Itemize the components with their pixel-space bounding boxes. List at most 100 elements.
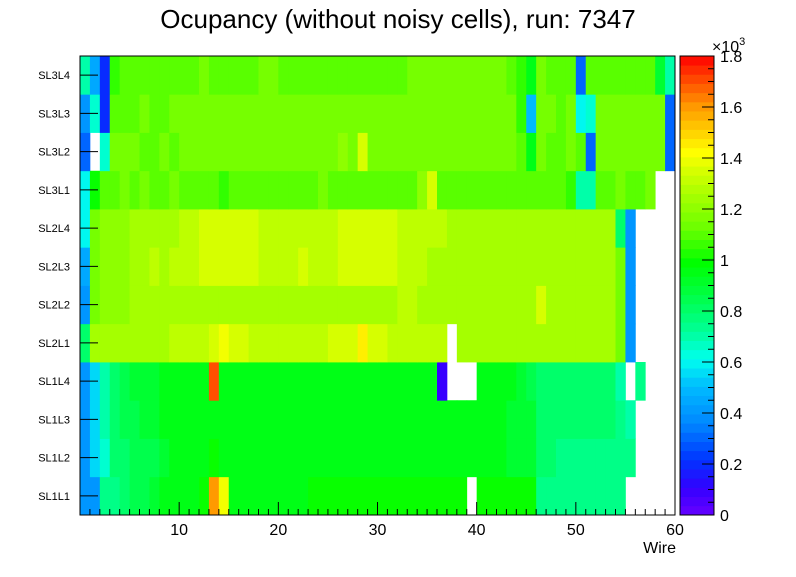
colorbar-band bbox=[680, 239, 714, 250]
heatmap-cell bbox=[516, 209, 527, 248]
heatmap-cell bbox=[565, 170, 577, 210]
heatmap-cell bbox=[427, 362, 438, 401]
heatmap-cell bbox=[99, 323, 111, 363]
heatmap-cell bbox=[516, 476, 527, 516]
heatmap-cell bbox=[446, 170, 458, 210]
heatmap-cell bbox=[496, 323, 507, 363]
heatmap-cell bbox=[169, 132, 180, 172]
heatmap-cell bbox=[357, 56, 368, 95]
heatmap-cell bbox=[536, 94, 547, 133]
heatmap-cell bbox=[179, 170, 190, 210]
heatmap-cell bbox=[347, 56, 359, 95]
heatmap-cell bbox=[199, 285, 210, 325]
heatmap-cell bbox=[536, 400, 547, 439]
heatmap-cell bbox=[119, 94, 130, 133]
heatmap-cell bbox=[179, 362, 190, 401]
heatmap-cell bbox=[456, 209, 468, 248]
heatmap-cell bbox=[516, 247, 527, 286]
heatmap-cell bbox=[199, 56, 210, 95]
heatmap-cell bbox=[258, 94, 269, 133]
heatmap-cell bbox=[466, 94, 478, 133]
heatmap-cell bbox=[605, 132, 616, 172]
heatmap-cell bbox=[367, 400, 378, 439]
y-tick-label: SL2L3 bbox=[38, 261, 70, 273]
heatmap-cell bbox=[565, 247, 577, 286]
heatmap-cell bbox=[476, 400, 487, 439]
heatmap-cell bbox=[407, 170, 418, 210]
heatmap-cell bbox=[169, 323, 180, 363]
heatmap-cell bbox=[179, 209, 190, 248]
heatmap-cell bbox=[288, 323, 299, 363]
heatmap-cell bbox=[258, 323, 269, 363]
heatmap-cell bbox=[119, 132, 130, 172]
x-tick-label: 20 bbox=[269, 522, 287, 539]
heatmap-cell bbox=[228, 362, 240, 401]
heatmap-cell bbox=[546, 362, 557, 401]
heatmap-cell bbox=[585, 476, 597, 516]
heatmap-cell bbox=[466, 132, 478, 172]
heatmap-cell bbox=[605, 209, 616, 248]
heatmap-cell bbox=[526, 323, 537, 363]
heatmap-cell bbox=[377, 476, 388, 516]
heatmap-cell bbox=[298, 209, 309, 248]
colorbar-band bbox=[680, 505, 714, 516]
colorbar-tick-label: 0.2 bbox=[720, 457, 742, 474]
heatmap-cell bbox=[456, 132, 468, 172]
heatmap-cell bbox=[308, 56, 319, 95]
heatmap-cell bbox=[268, 438, 279, 478]
heatmap-cell bbox=[427, 132, 438, 172]
heatmap-cell bbox=[496, 438, 507, 478]
heatmap-cell bbox=[189, 400, 200, 439]
heatmap-cell bbox=[575, 170, 587, 210]
heatmap-cell bbox=[228, 476, 240, 516]
heatmap-cell bbox=[407, 400, 418, 439]
colorbar-band bbox=[680, 349, 714, 360]
heatmap-cell bbox=[645, 132, 656, 172]
heatmap-cell bbox=[308, 362, 319, 401]
heatmap-cell bbox=[278, 285, 289, 325]
heatmap-cell bbox=[635, 170, 646, 210]
heatmap-cell bbox=[486, 323, 497, 363]
heatmap-cell bbox=[248, 94, 259, 133]
heatmap-cell bbox=[139, 476, 150, 516]
heatmap-cell bbox=[208, 56, 220, 95]
heatmap-cell bbox=[298, 438, 309, 478]
heatmap-cell bbox=[595, 285, 606, 325]
heatmap-cell bbox=[476, 438, 487, 478]
heatmap-cell bbox=[565, 362, 577, 401]
heatmap-cell bbox=[615, 323, 626, 363]
heatmap-cell bbox=[387, 56, 398, 95]
heatmap-cell bbox=[387, 323, 398, 363]
heatmap-cell bbox=[446, 56, 458, 95]
heatmap-cell bbox=[218, 247, 230, 286]
heatmap-cell bbox=[218, 285, 230, 325]
heatmap-cell bbox=[506, 323, 517, 363]
colorbar-band bbox=[680, 248, 714, 259]
heatmap-cell bbox=[318, 285, 329, 325]
heatmap-cell bbox=[575, 476, 587, 516]
heatmap-cell bbox=[565, 438, 577, 478]
heatmap-cell bbox=[625, 323, 636, 363]
heatmap-cell bbox=[189, 170, 200, 210]
heatmap-cell bbox=[595, 132, 606, 172]
colorbar-band bbox=[680, 156, 714, 167]
heatmap-cell bbox=[417, 438, 428, 478]
heatmap-cell bbox=[189, 94, 200, 133]
heatmap-cell bbox=[427, 285, 438, 325]
heatmap-cell bbox=[268, 56, 279, 95]
heatmap-cell bbox=[556, 56, 567, 95]
heatmap-cell bbox=[129, 362, 140, 401]
heatmap-cell bbox=[407, 94, 418, 133]
heatmap-cell bbox=[536, 362, 547, 401]
heatmap-cell bbox=[208, 209, 220, 248]
heatmap-cell bbox=[337, 56, 349, 95]
heatmap-cell bbox=[387, 438, 398, 478]
heatmap-cell bbox=[625, 285, 636, 325]
heatmap-cell bbox=[397, 170, 408, 210]
heatmap-cell bbox=[179, 476, 190, 516]
heatmap-cell bbox=[327, 323, 339, 363]
heatmap-cell bbox=[437, 285, 448, 325]
heatmap-cell bbox=[556, 476, 567, 516]
heatmap-cell bbox=[139, 132, 150, 172]
heatmap-cell bbox=[298, 94, 309, 133]
